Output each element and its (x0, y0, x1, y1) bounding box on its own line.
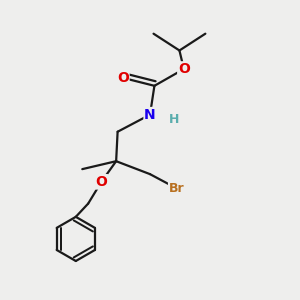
Text: Br: Br (169, 182, 184, 195)
Text: N: N (144, 108, 156, 122)
Text: O: O (178, 62, 190, 76)
Text: H: H (169, 112, 180, 126)
Text: O: O (95, 175, 107, 189)
Text: O: O (117, 71, 129, 85)
